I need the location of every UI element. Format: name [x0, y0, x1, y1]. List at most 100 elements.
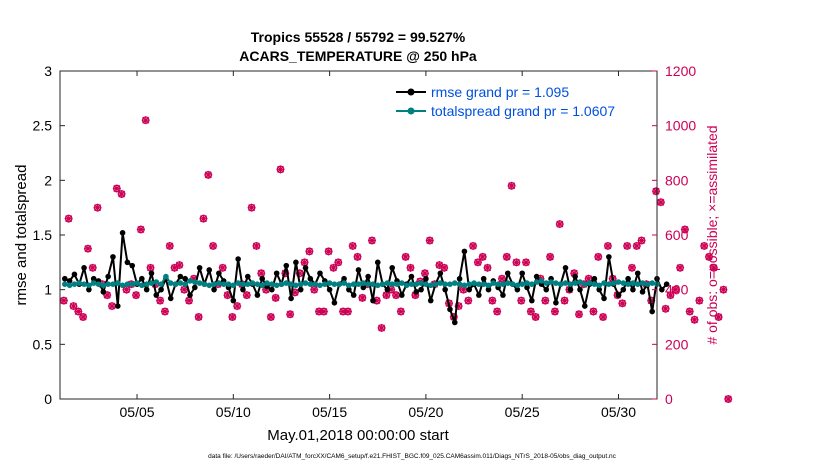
totalspread-point — [134, 280, 140, 286]
totalspread-point — [153, 279, 160, 285]
y-left-tick-label: 2 — [44, 172, 52, 188]
obs-assimilated-point — [185, 296, 194, 305]
totalspread-point — [509, 281, 516, 288]
obs-assimilated-point — [603, 241, 612, 250]
y-left-tick-label: 1 — [44, 282, 52, 298]
totalspread-point — [644, 281, 651, 288]
legend: rmse grand pr = 1.095 totalspread grand … — [392, 82, 652, 124]
totalspread-point — [533, 279, 540, 285]
obs-assimilated-point — [228, 313, 237, 321]
rmse-point — [331, 299, 338, 306]
totalspread-point — [601, 280, 607, 286]
obs-assimilated-point — [156, 296, 165, 305]
totalspread-point — [384, 280, 391, 286]
obs-assimilated-point — [473, 258, 482, 267]
obs-assimilated-point — [690, 315, 699, 324]
totalspread-point — [331, 281, 338, 288]
totalspread-point — [447, 281, 453, 288]
rmse-point — [639, 289, 646, 295]
y-axis-right-label: # of obs: o=possible; ×=assimilated — [704, 125, 720, 344]
rmse-point — [355, 267, 362, 273]
obs-assimilated-point — [420, 269, 429, 278]
totalspread-point — [586, 280, 593, 286]
totalspread-point — [124, 281, 131, 288]
rmse-point — [370, 297, 376, 304]
totalspread-point — [66, 282, 73, 289]
rmse-point — [399, 292, 405, 298]
totalspread-point — [336, 281, 343, 288]
obs-assimilated-point — [401, 252, 410, 261]
obs-assimilated-point — [209, 241, 218, 250]
rmse-point — [606, 254, 612, 260]
totalspread-point — [230, 282, 237, 289]
legend-box — [392, 82, 652, 124]
totalspread-point — [220, 281, 227, 288]
totalspread-point — [476, 281, 482, 288]
rmse-point — [442, 286, 448, 293]
obs-assimilated-point — [507, 181, 516, 190]
totalspread-point — [432, 281, 439, 288]
rmse-point — [158, 286, 164, 293]
totalspread-point — [216, 280, 222, 286]
obs-assimilated-point — [502, 252, 511, 261]
rmse-point — [601, 295, 607, 302]
totalspread-point — [264, 280, 270, 286]
rmse-point — [148, 270, 155, 277]
totalspread-point — [307, 281, 314, 288]
legend-marker-rmse — [407, 88, 415, 96]
obs-assimilated-point — [112, 184, 121, 193]
totalspread-point — [192, 279, 198, 285]
totalspread-point — [95, 281, 102, 288]
totalspread-point — [620, 280, 627, 286]
rmse-point — [297, 286, 304, 293]
obs-assimilated-point — [406, 263, 415, 272]
obs-assimilated-point — [93, 203, 102, 212]
rmse-point — [572, 273, 578, 280]
x-axis-ticks: 05/05 05/10 05/15 05/20 05/25 05/30 — [120, 71, 636, 420]
rmse-point — [66, 278, 73, 284]
obs-assimilated-point — [671, 285, 680, 294]
rmse-point — [418, 286, 424, 293]
totalspread-point — [423, 281, 429, 288]
totalspread-point — [634, 281, 641, 288]
totalspread-point — [201, 281, 208, 288]
y-right-tick-label: 400 — [665, 282, 689, 298]
rmse-point — [90, 275, 97, 282]
totalspread-point — [374, 282, 381, 289]
rmse-point — [254, 292, 261, 298]
obs-assimilated-point — [550, 307, 559, 316]
totalspread-point — [139, 282, 145, 289]
obs-assimilated-point — [276, 165, 285, 174]
obs-assimilated-point — [526, 307, 535, 316]
obs-assimilated-point — [478, 252, 487, 261]
totalspread-point — [269, 281, 275, 288]
rmse-point — [504, 270, 511, 277]
obs-assimilated-point — [175, 261, 184, 270]
totalspread-point — [649, 280, 655, 286]
totalspread-point — [403, 282, 410, 289]
rmse-point — [269, 286, 275, 293]
totalspread-point — [90, 280, 97, 286]
rmse-point — [283, 262, 290, 269]
chart-subtitle: ACARS_TEMPERATURE @ 250 hPa — [239, 48, 477, 64]
obs-assimilated-point — [656, 198, 665, 207]
rmse-point — [302, 265, 309, 271]
obs-assimilated-point — [676, 263, 685, 272]
obs-assimilated-point — [632, 241, 641, 250]
totalspread-point — [206, 282, 213, 289]
obs-assimilated-point — [367, 236, 376, 245]
obs-assimilated-point — [517, 296, 526, 305]
totalspread-point — [129, 281, 136, 288]
totalspread-point — [105, 281, 111, 288]
rmse-point — [447, 306, 453, 313]
data-file-footnote: data file: /Users/raeder/DAI/ATM_forcXX/… — [208, 453, 617, 460]
totalspread-point — [456, 281, 463, 288]
obs-assimilated-point — [117, 190, 126, 198]
totalspread-point — [240, 281, 246, 288]
totalspread-point — [167, 280, 174, 286]
y-left-tick-label: 3 — [44, 63, 52, 79]
obs-assimilated-point — [160, 307, 169, 316]
totalspread-point — [399, 280, 405, 286]
obs-assimilated-point — [589, 307, 598, 316]
totalspread-point — [244, 281, 251, 288]
